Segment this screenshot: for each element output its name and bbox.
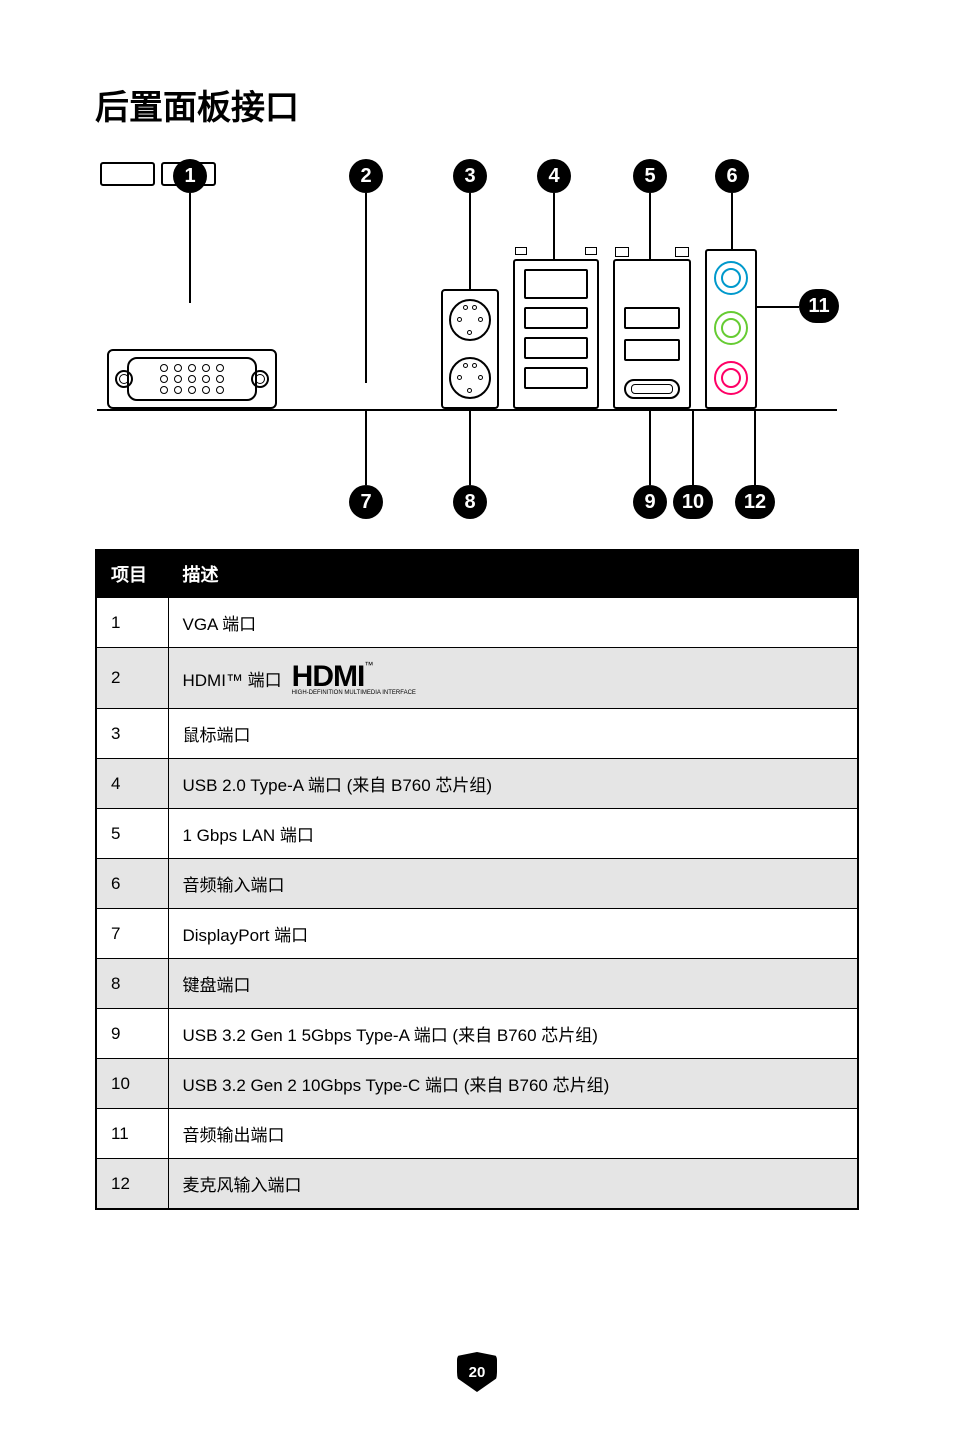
hdmi-logo-icon: HDMI™HIGH-DEFINITION MULTIMEDIA INTERFAC…: [292, 660, 416, 696]
vga-screw-icon: [251, 370, 269, 388]
usb-lan-block: [513, 259, 599, 409]
ps2-block: [441, 289, 499, 409]
lan-leds-icon: [515, 247, 597, 257]
callout-8: 8: [453, 485, 487, 519]
row-number: 3: [96, 709, 168, 759]
table-header-desc: 描述: [168, 550, 858, 598]
row-number: 12: [96, 1159, 168, 1210]
row-number: 4: [96, 759, 168, 809]
mic-jack-icon: [714, 361, 748, 395]
row-description: USB 2.0 Type-A 端口 (来自 B760 芯片组): [168, 759, 858, 809]
table-row: 12麦克风输入端口: [96, 1159, 858, 1210]
callout-7: 7: [349, 485, 383, 519]
hdmi-prefix: HDMI™ 端口: [183, 666, 282, 691]
usb3-leds-icon: [615, 247, 689, 257]
usb3-block: [613, 259, 691, 409]
table-row: 9USB 3.2 Gen 1 5Gbps Type-A 端口 (来自 B760 …: [96, 1009, 858, 1059]
row-description: DisplayPort 端口: [168, 909, 858, 959]
row-description: USB 3.2 Gen 1 5Gbps Type-A 端口 (来自 B760 芯…: [168, 1009, 858, 1059]
table-row: 1VGA 端口: [96, 598, 858, 648]
row-number: 5: [96, 809, 168, 859]
page-number-badge: 20: [457, 1352, 497, 1392]
row-number: 11: [96, 1109, 168, 1159]
callout-9: 9: [633, 485, 667, 519]
leader-8: [469, 410, 471, 485]
row-description: 键盘端口: [168, 959, 858, 1009]
leader-2: [365, 193, 367, 383]
vga-connector: [127, 357, 257, 401]
displayport-slot: [100, 162, 155, 186]
table-header-item: 项目: [96, 550, 168, 598]
usb3-a-port-icon: [624, 307, 680, 329]
row-description: 麦克风输入端口: [168, 1159, 858, 1210]
table-row: 2HDMI™ 端口 HDMI™HIGH-DEFINITION MULTIMEDI…: [96, 648, 858, 709]
leader-11: [755, 306, 799, 308]
io-baseline: [97, 409, 837, 411]
table-row: 6音频输入端口: [96, 859, 858, 909]
leader-7: [365, 410, 367, 485]
row-description: VGA 端口: [168, 598, 858, 648]
row-number: 7: [96, 909, 168, 959]
callout-12: 12: [735, 485, 775, 519]
row-number: 1: [96, 598, 168, 648]
callout-4: 4: [537, 159, 571, 193]
keyboard-port-icon: [449, 357, 491, 399]
page-title: 后置面板接口: [95, 80, 859, 129]
leader-12: [754, 410, 756, 485]
table-row: 8键盘端口: [96, 959, 858, 1009]
table-row: 7DisplayPort 端口: [96, 909, 858, 959]
hdmi-slot: [161, 162, 216, 186]
leader-1: [189, 193, 191, 303]
row-number: 2: [96, 648, 168, 709]
lan-port-icon: [524, 269, 588, 299]
row-number: 10: [96, 1059, 168, 1109]
row-description: 1 Gbps LAN 端口: [168, 809, 858, 859]
callout-3: 3: [453, 159, 487, 193]
mouse-port-icon: [449, 299, 491, 341]
table-row: 51 Gbps LAN 端口: [96, 809, 858, 859]
callout-2: 2: [349, 159, 383, 193]
io-panel-diagram: 1 2 3 4 5 6 11 7 8 9 10 12: [97, 159, 857, 519]
usb-c-port-icon: [624, 379, 680, 399]
callout-11: 11: [799, 289, 839, 323]
shield-icon: 20: [457, 1352, 497, 1392]
row-number: 8: [96, 959, 168, 1009]
table-row: 4USB 2.0 Type-A 端口 (来自 B760 芯片组): [96, 759, 858, 809]
leader-10: [692, 410, 694, 485]
usb2-port-icon: [524, 337, 588, 359]
leader-3: [469, 193, 471, 293]
callout-6: 6: [715, 159, 749, 193]
row-description: HDMI™ 端口 HDMI™HIGH-DEFINITION MULTIMEDIA…: [168, 648, 858, 709]
vga-port: [107, 349, 277, 409]
table-row: 10USB 3.2 Gen 2 10Gbps Type-C 端口 (来自 B76…: [96, 1059, 858, 1109]
row-description: USB 3.2 Gen 2 10Gbps Type-C 端口 (来自 B760 …: [168, 1059, 858, 1109]
audio-block: [705, 249, 757, 409]
line-in-jack-icon: [714, 261, 748, 295]
callout-10: 10: [673, 485, 713, 519]
usb2-port-icon: [524, 307, 588, 329]
row-description: 音频输入端口: [168, 859, 858, 909]
row-description: 音频输出端口: [168, 1109, 858, 1159]
usb3-a-port-icon: [624, 339, 680, 361]
hdmi-dp-block: [97, 159, 219, 189]
leader-9: [649, 410, 651, 485]
row-number: 6: [96, 859, 168, 909]
row-description: 鼠标端口: [168, 709, 858, 759]
leader-6: [731, 193, 733, 257]
vga-pins-icon: [160, 364, 224, 394]
table-row: 11音频输出端口: [96, 1109, 858, 1159]
table-row: 3鼠标端口: [96, 709, 858, 759]
line-out-jack-icon: [714, 311, 748, 345]
callout-5: 5: [633, 159, 667, 193]
port-description-table: 项目 描述 1VGA 端口2HDMI™ 端口 HDMI™HIGH-DEFINIT…: [95, 549, 859, 1210]
row-number: 9: [96, 1009, 168, 1059]
usb2-port-icon: [524, 367, 588, 389]
